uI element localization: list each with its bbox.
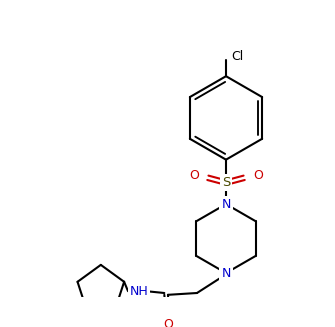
Text: NH: NH [130, 285, 148, 298]
Text: N: N [221, 267, 231, 280]
Text: N: N [221, 198, 231, 211]
Text: O: O [189, 169, 199, 182]
Text: S: S [222, 176, 230, 189]
Text: N: N [221, 198, 231, 211]
Text: O: O [163, 318, 173, 327]
Text: Cl: Cl [231, 50, 243, 63]
Text: O: O [253, 169, 263, 182]
